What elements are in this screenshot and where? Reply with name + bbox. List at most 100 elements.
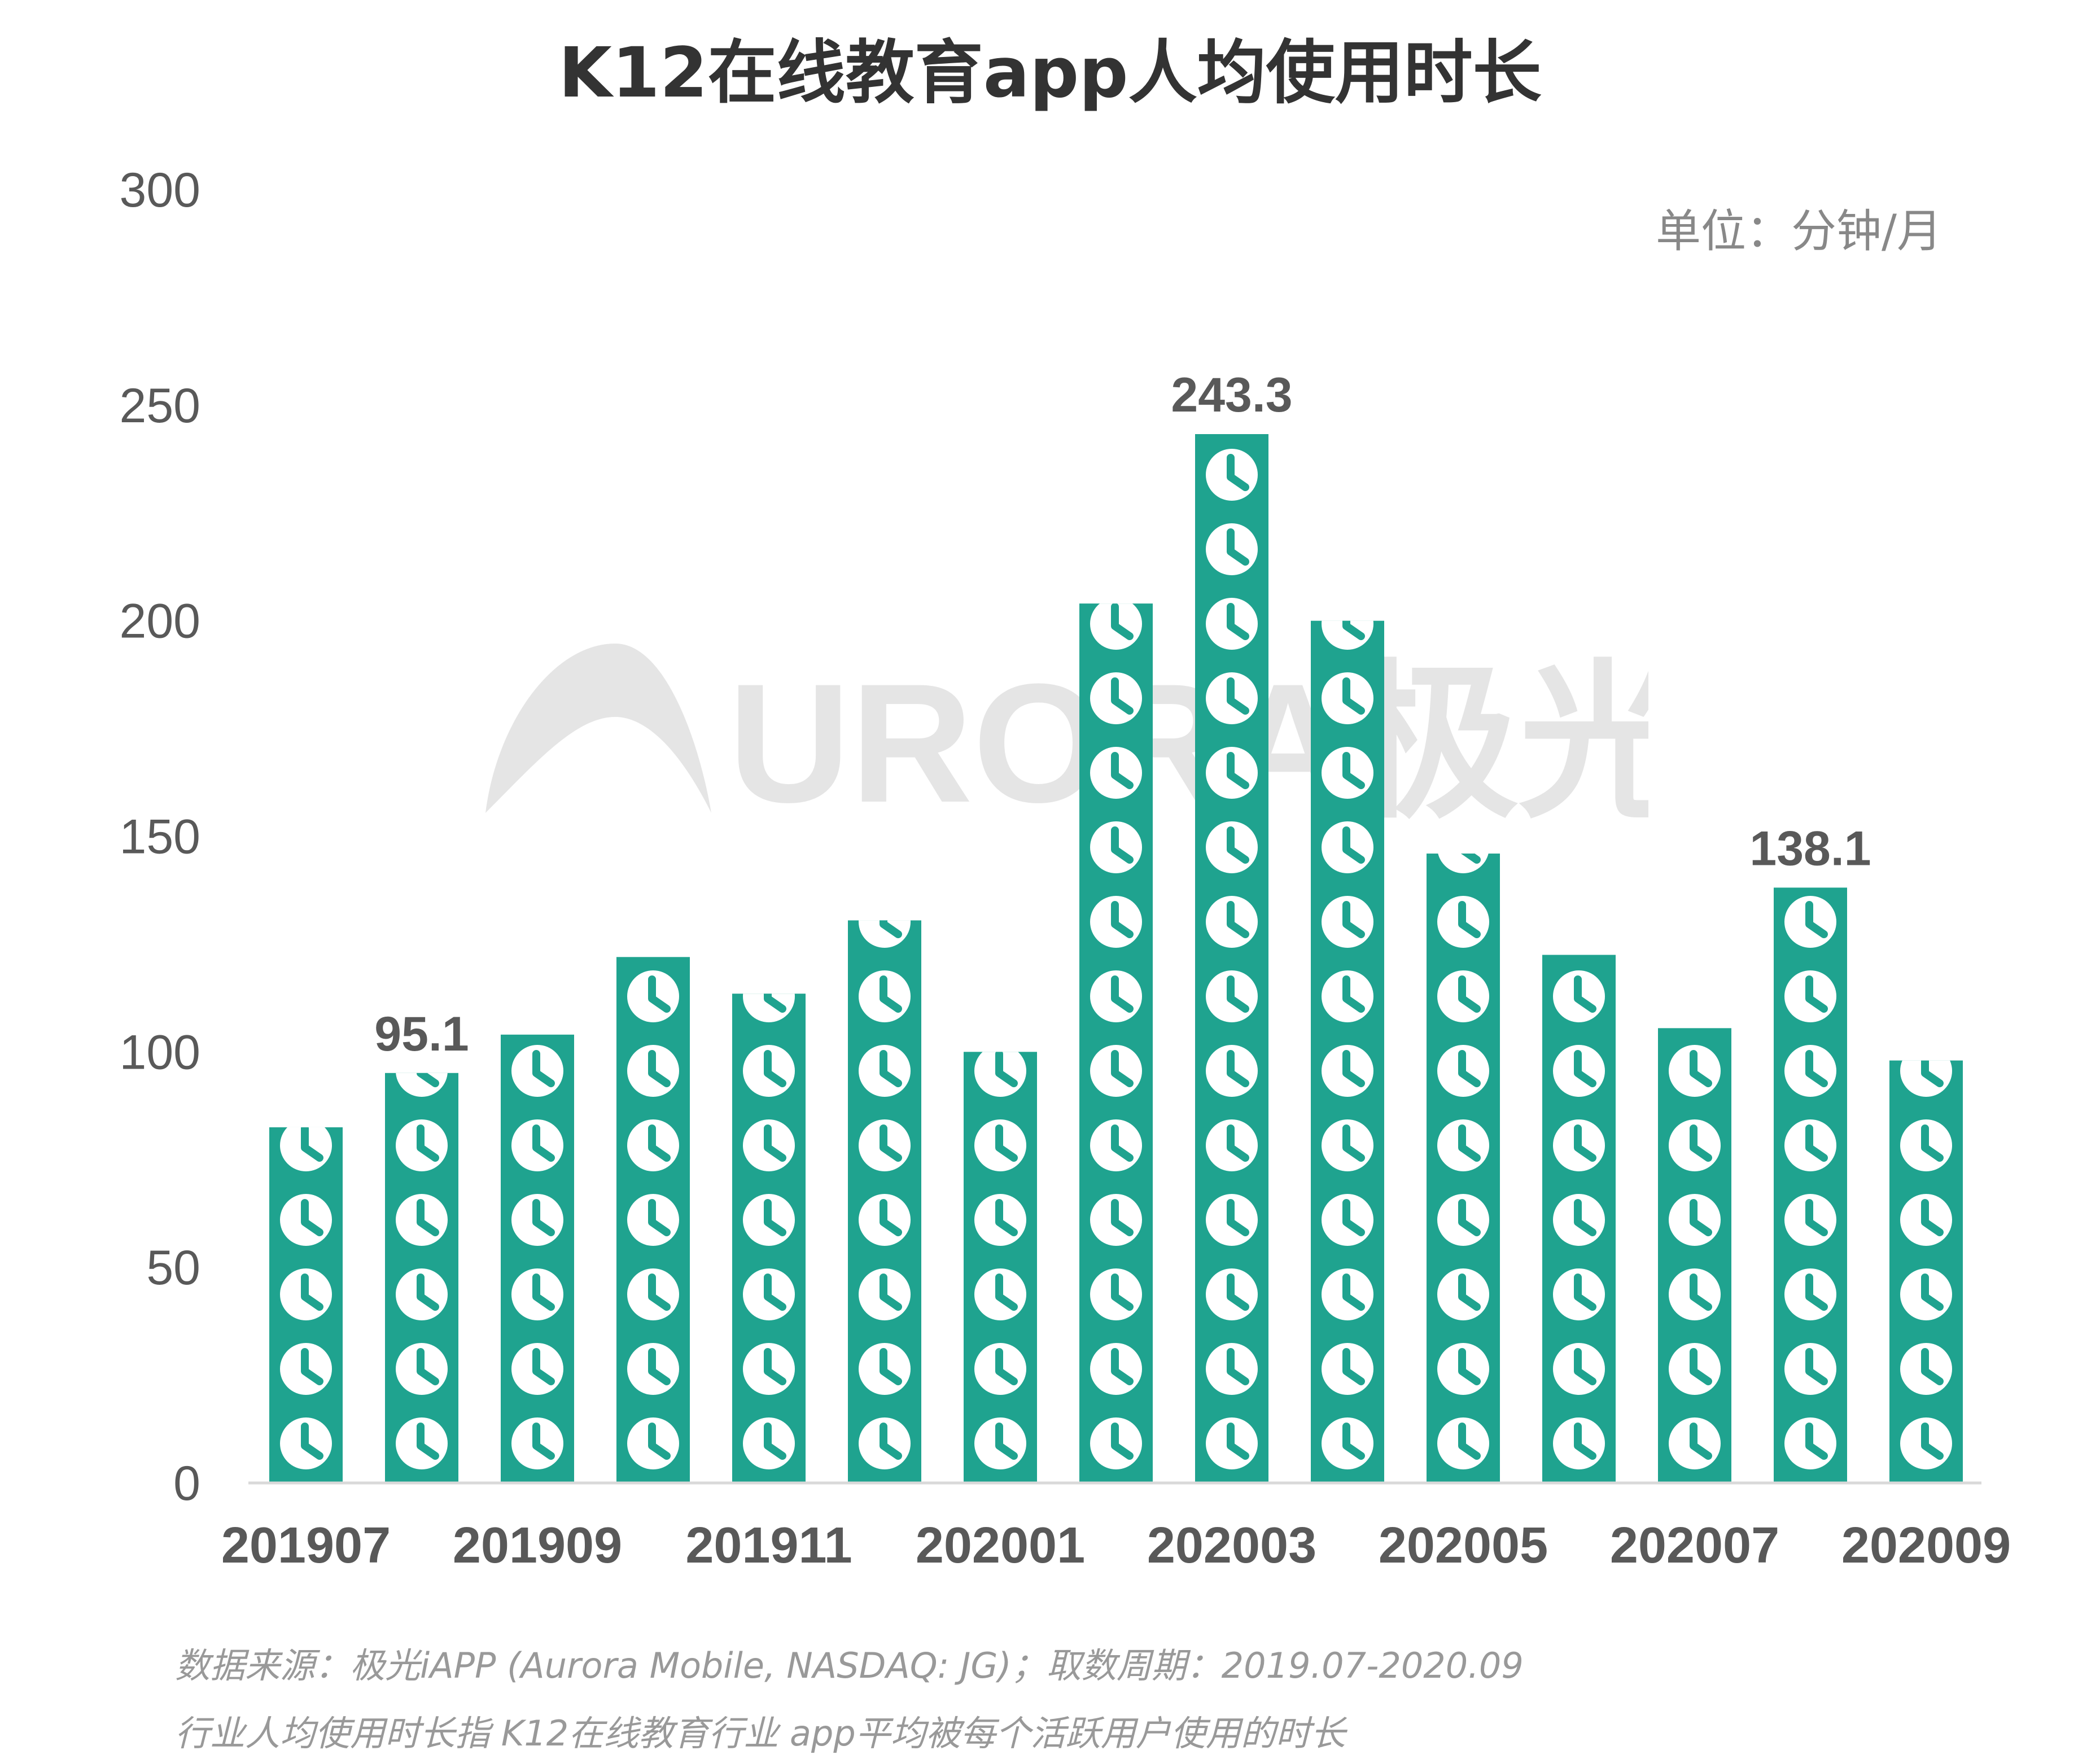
clock-icon — [743, 1343, 795, 1395]
clock-icon — [1206, 598, 1258, 650]
y-tick-label: 100 — [120, 1025, 201, 1079]
clock-icon — [1090, 747, 1142, 799]
clock-icon — [974, 1119, 1026, 1171]
clock-icon — [1553, 1417, 1605, 1469]
clock-icon — [859, 1119, 911, 1171]
clock-icon — [859, 1417, 911, 1469]
clock-icon — [974, 1045, 1026, 1097]
bars-group — [269, 434, 1963, 1483]
clock-icon — [511, 1119, 563, 1171]
clock-icon — [1669, 970, 1721, 1022]
bar — [501, 1034, 574, 1483]
clock-icon — [1553, 1045, 1605, 1097]
clock-icon — [1553, 1268, 1605, 1320]
clock-icon — [627, 1417, 679, 1469]
clock-icon — [1553, 896, 1605, 948]
clock-icon — [743, 970, 795, 1022]
clock-icon — [1206, 523, 1258, 575]
bar-202001 — [964, 1045, 1037, 1483]
y-tick-label: 0 — [173, 1456, 200, 1511]
bar — [1195, 434, 1268, 1483]
clock-icon — [1784, 970, 1836, 1022]
y-tick-label: 150 — [120, 810, 201, 864]
clock-icon — [1784, 1268, 1836, 1320]
clock-icon — [511, 1417, 563, 1469]
clock-icon — [1669, 1268, 1721, 1320]
clock-icon — [1090, 1194, 1142, 1246]
chart-title: K12在线教育app人均使用时长 — [558, 33, 1542, 113]
bar — [1658, 1028, 1731, 1483]
unit-label: 单位：分钟/月 — [1656, 205, 1942, 257]
clock-icon — [627, 1194, 679, 1246]
clock-icon — [1090, 1268, 1142, 1320]
clock-icon — [1090, 821, 1142, 873]
bar-202006 — [1542, 896, 1616, 1483]
bar-202002 — [1079, 598, 1153, 1483]
clock-icon — [280, 1119, 332, 1171]
bar-201907 — [269, 1119, 343, 1483]
bar-202007 — [1658, 970, 1731, 1483]
clock-icon — [859, 1194, 911, 1246]
clock-icon — [1553, 1194, 1605, 1246]
clock-icon — [1090, 598, 1142, 650]
clock-icon — [1669, 1343, 1721, 1395]
watermark-logo: URORA极光 — [485, 644, 1648, 835]
bar-201908 — [385, 1073, 458, 1483]
clock-icon — [511, 1045, 563, 1097]
clock-icon — [743, 1045, 795, 1097]
x-tick-label: 202009 — [1841, 1517, 2011, 1574]
clock-icon — [1322, 1417, 1373, 1469]
clock-icon — [1206, 449, 1258, 501]
clock-icon — [1437, 821, 1489, 873]
clock-icon — [1090, 672, 1142, 724]
clock-icon — [1206, 1268, 1258, 1320]
clock-icon — [1900, 1194, 1952, 1246]
clock-icon — [396, 1417, 448, 1469]
clock-icon — [1437, 1417, 1489, 1469]
clock-icon — [1322, 598, 1373, 650]
clock-icon — [1784, 1119, 1836, 1171]
clock-icon — [627, 970, 679, 1022]
clock-icon — [859, 1045, 911, 1097]
bar-202005 — [1427, 821, 1500, 1483]
clock-icon — [859, 896, 911, 948]
bar-202008 — [1774, 887, 1847, 1483]
bar-201909 — [501, 1034, 574, 1483]
clock-icon — [1900, 1119, 1952, 1171]
clock-icon — [1206, 1045, 1258, 1097]
clock-icon — [1206, 821, 1258, 873]
clock-icon — [743, 1417, 795, 1469]
bar-201910 — [616, 957, 690, 1483]
clock-icon — [743, 1194, 795, 1246]
clock-icon — [1322, 1268, 1373, 1320]
clock-icon — [1322, 1194, 1373, 1246]
footnote-source: 数据来源：极光iAPP (Aurora Mobile, NASDAQ: JG)；… — [175, 1645, 1524, 1686]
clock-icon — [1322, 1119, 1373, 1171]
clock-icon — [1553, 970, 1605, 1022]
bar-202004 — [1311, 598, 1384, 1483]
data-label: 95.1 — [374, 1007, 469, 1061]
watermark-text: URORA极光 — [728, 648, 1648, 835]
bar-201911 — [732, 970, 806, 1483]
clock-icon — [1900, 1045, 1952, 1097]
y-tick-label: 250 — [120, 379, 201, 433]
clock-icon — [280, 1268, 332, 1320]
clock-icon — [511, 1343, 563, 1395]
clock-icon — [1090, 1417, 1142, 1469]
clock-icon — [1437, 896, 1489, 948]
bar-201912 — [848, 896, 921, 1483]
clock-icon — [1784, 1045, 1836, 1097]
clock-icon — [1784, 1194, 1836, 1246]
x-tick-label: 201911 — [685, 1517, 852, 1574]
clock-icon — [1900, 1343, 1952, 1395]
clock-icon — [1669, 1417, 1721, 1469]
y-axis-ticks: 0 50 100 150 200 250 300 — [120, 163, 201, 1511]
clock-icon — [743, 1268, 795, 1320]
data-label: 243.3 — [1171, 368, 1292, 422]
clock-icon — [511, 1268, 563, 1320]
footnote-definition: 行业人均使用时长指 K12在线教育行业 app平均被每个活跃用户使用的时长 — [175, 1713, 1346, 1754]
clock-icon — [859, 1343, 911, 1395]
clock-icon — [1784, 1343, 1836, 1395]
clock-icon — [1553, 1343, 1605, 1395]
